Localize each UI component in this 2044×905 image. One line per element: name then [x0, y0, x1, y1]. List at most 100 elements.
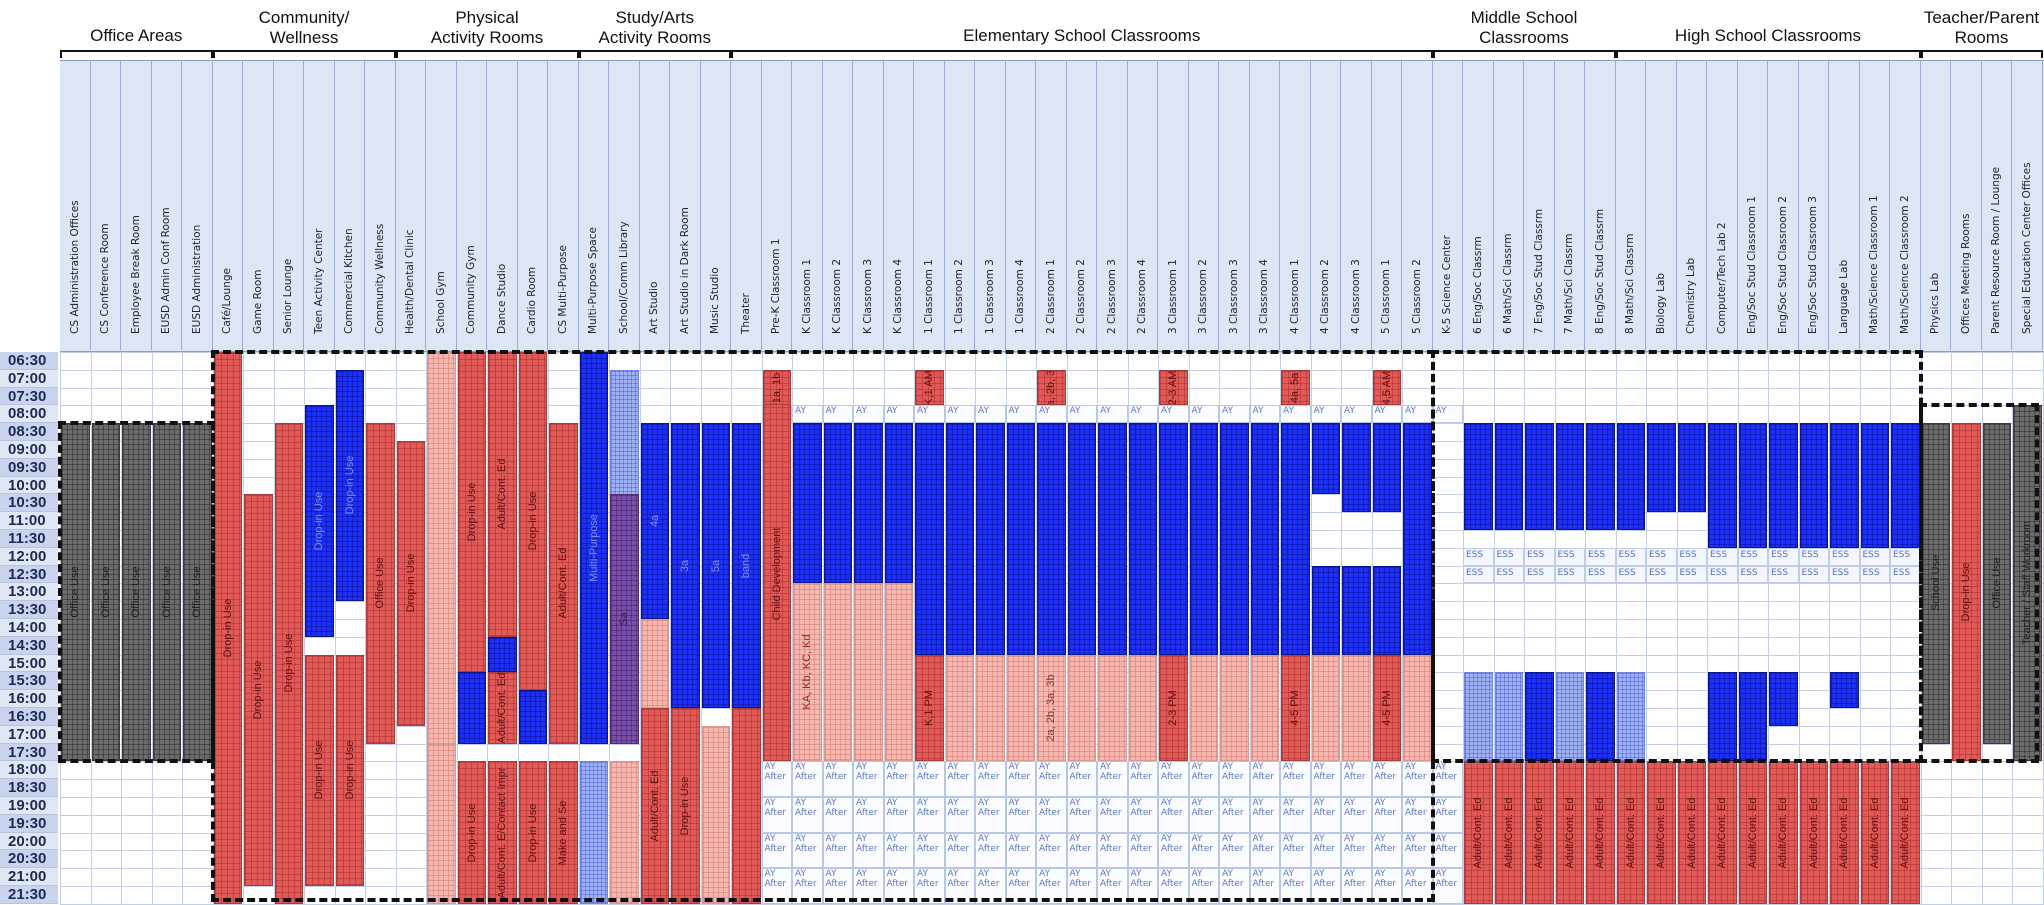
time-label: 14:00: [0, 619, 58, 637]
schedule-block-label: Adult/Cont. Ed: [1716, 797, 1728, 868]
column-header: EUSD Administration: [182, 60, 213, 350]
schedule-block-label: Adult/Cont. Ed: [1777, 797, 1789, 868]
time-label: 10:30: [0, 494, 58, 512]
column-header-label: Commercial Kitchen: [343, 228, 355, 334]
category-title: Physical Activity Rooms: [396, 8, 579, 48]
column-header: 7 Eng/Soc Stud Classrm: [1524, 60, 1555, 350]
column-header: K Classroom 4: [884, 60, 915, 350]
column-header: Cardio Room: [518, 60, 549, 350]
column-header-label: Eng/Soc Stud Classroom 2: [1777, 196, 1789, 334]
column-header: 1 Classroom 1: [914, 60, 945, 350]
column-header: 3 Classroom 2: [1189, 60, 1220, 350]
schedule-block: Adult/Cont. Ed: [1525, 761, 1554, 903]
schedule-block-label: Adult/Cont. Ed: [1472, 797, 1484, 868]
schedule-block: Adult/Cont. Ed: [1800, 761, 1829, 903]
column-header: Theater: [731, 60, 762, 350]
schedule-block-label: Adult/Cont. Ed: [1655, 797, 1667, 868]
time-label: 14:30: [0, 637, 58, 655]
schedule-block: Adult/Cont. Ed: [1556, 761, 1585, 903]
column-header-label: K Classroom 2: [831, 259, 843, 334]
column-header-label: 8 Eng/Soc Stud Classrm: [1594, 209, 1606, 334]
column-header-label: School/Comm Library: [618, 221, 630, 334]
schedule-block: Adult/Cont. Ed: [1678, 761, 1707, 903]
schedule-block: Adult/Cont. Ed: [1739, 761, 1768, 903]
column-header-label: EUSD Administration: [191, 225, 203, 334]
time-label: 11:30: [0, 530, 58, 548]
column-header-label: 3 Classroom 3: [1228, 259, 1240, 334]
time-label: 18:30: [0, 779, 58, 797]
category-title: Teacher/Parent Rooms: [1921, 8, 2043, 48]
time-label: 19:00: [0, 797, 58, 815]
column-header-label: 3 Classroom 2: [1197, 259, 1209, 334]
column-header: Eng/Soc Stud Classroom 3: [1799, 60, 1830, 350]
column-header-label: 6 Eng/Soc Classrm: [1472, 236, 1484, 334]
time-label: 08:00: [0, 405, 58, 423]
schedule-block-label: Adult/Cont. Ed: [1533, 797, 1545, 868]
column-header-label: 2 Classroom 1: [1045, 259, 1057, 334]
column-header-label: Cardio Room: [526, 267, 538, 334]
column-header-label: 6 Math/Sci Classrm: [1502, 234, 1514, 335]
column-header-label: 3 Classroom 4: [1258, 259, 1270, 334]
column-header-label: 7 Math/Sci Classrm: [1563, 234, 1575, 335]
column-header: Math/Science Classroom 2: [1890, 60, 1921, 350]
column-header: 5 Classroom 1: [1372, 60, 1403, 350]
column-header: Multi-Purpose Space: [579, 60, 610, 350]
column-header: Biology Lab: [1646, 60, 1677, 350]
time-label: 20:00: [0, 833, 58, 851]
category-title: Community/ Wellness: [213, 8, 396, 48]
schedule-block: Adult/Cont. Ed: [1830, 761, 1859, 903]
column-header: 3 Classroom 1: [1158, 60, 1189, 350]
category-bracket: [731, 50, 1433, 58]
column-header-label: School Gym: [435, 271, 447, 334]
column-header-label: Biology Lab: [1655, 273, 1667, 334]
column-header-label: K Classroom 4: [892, 259, 904, 334]
time-label: 20:30: [0, 850, 58, 868]
column-header-label: Language Lab: [1838, 260, 1850, 334]
column-header-label: 2 Classroom 4: [1136, 259, 1148, 334]
column-header: K Classroom 3: [853, 60, 884, 350]
column-header: Dance Studio: [487, 60, 518, 350]
column-header-label: Pre-K Classroom 1: [770, 238, 782, 334]
column-header: Physics Lab: [1921, 60, 1952, 350]
time-label: 11:00: [0, 512, 58, 530]
category-title: Elementary School Classrooms: [731, 26, 1433, 46]
column-header: 4 Classroom 2: [1311, 60, 1342, 350]
category-bracket: [579, 50, 732, 58]
column-header-label: Eng/Soc Stud Classroom 3: [1807, 196, 1819, 334]
column-header: Chemistry Lab: [1677, 60, 1708, 350]
column-header: 5 Classroom 2: [1402, 60, 1433, 350]
column-header: 8 Eng/Soc Stud Classrm: [1585, 60, 1616, 350]
schedule-block: Adult/Cont. Ed: [1495, 761, 1524, 903]
column-header: Health/Dental Clinic: [396, 60, 427, 350]
category-bracket: [213, 50, 396, 58]
column-header: Eng/Soc Stud Classroom 2: [1768, 60, 1799, 350]
schedule-block-label: Adult/Cont. Ed: [1808, 797, 1820, 868]
column-header: 4 Classroom 3: [1341, 60, 1372, 350]
column-header: Art Studio: [640, 60, 671, 350]
schedule-block-label: Adult/Cont. Ed: [1686, 797, 1698, 868]
column-header-label: Health/Dental Clinic: [404, 229, 416, 334]
column-header-label: 4 Classroom 3: [1350, 259, 1362, 334]
column-header: Community Wellness: [365, 60, 396, 350]
column-header-label: Game Room: [252, 270, 264, 335]
column-header-label: Chemistry Lab: [1685, 258, 1697, 334]
column-header: School/Comm Library: [609, 60, 640, 350]
column-header-label: Senior Lounge: [282, 259, 294, 334]
column-header-label: 7 Eng/Soc Stud Classrm: [1533, 209, 1545, 334]
column-header: Math/Science Classroom 1: [1860, 60, 1891, 350]
column-header-label: Multi-Purpose Space: [587, 227, 599, 334]
column-header: Senior Lounge: [274, 60, 305, 350]
column-header: 1 Classroom 4: [1006, 60, 1037, 350]
ay-after-cell: AY After: [1433, 761, 1464, 797]
schedule-block-label: Adult/Cont. Ed: [1503, 797, 1515, 868]
schedule-block: Adult/Cont. Ed: [1769, 761, 1798, 903]
time-label: 08:30: [0, 423, 58, 441]
schedule-block: Adult/Cont. Ed: [1464, 761, 1493, 903]
column-header: Art Studio in Dark Room: [670, 60, 701, 350]
column-header-label: Employee Break Room: [130, 215, 142, 334]
time-label: 09:00: [0, 441, 58, 459]
time-label: 16:30: [0, 708, 58, 726]
column-header: 8 Math/Sci Classrm: [1616, 60, 1647, 350]
column-header-label: 1 Classroom 4: [1014, 259, 1026, 334]
column-header: K Classroom 2: [823, 60, 854, 350]
